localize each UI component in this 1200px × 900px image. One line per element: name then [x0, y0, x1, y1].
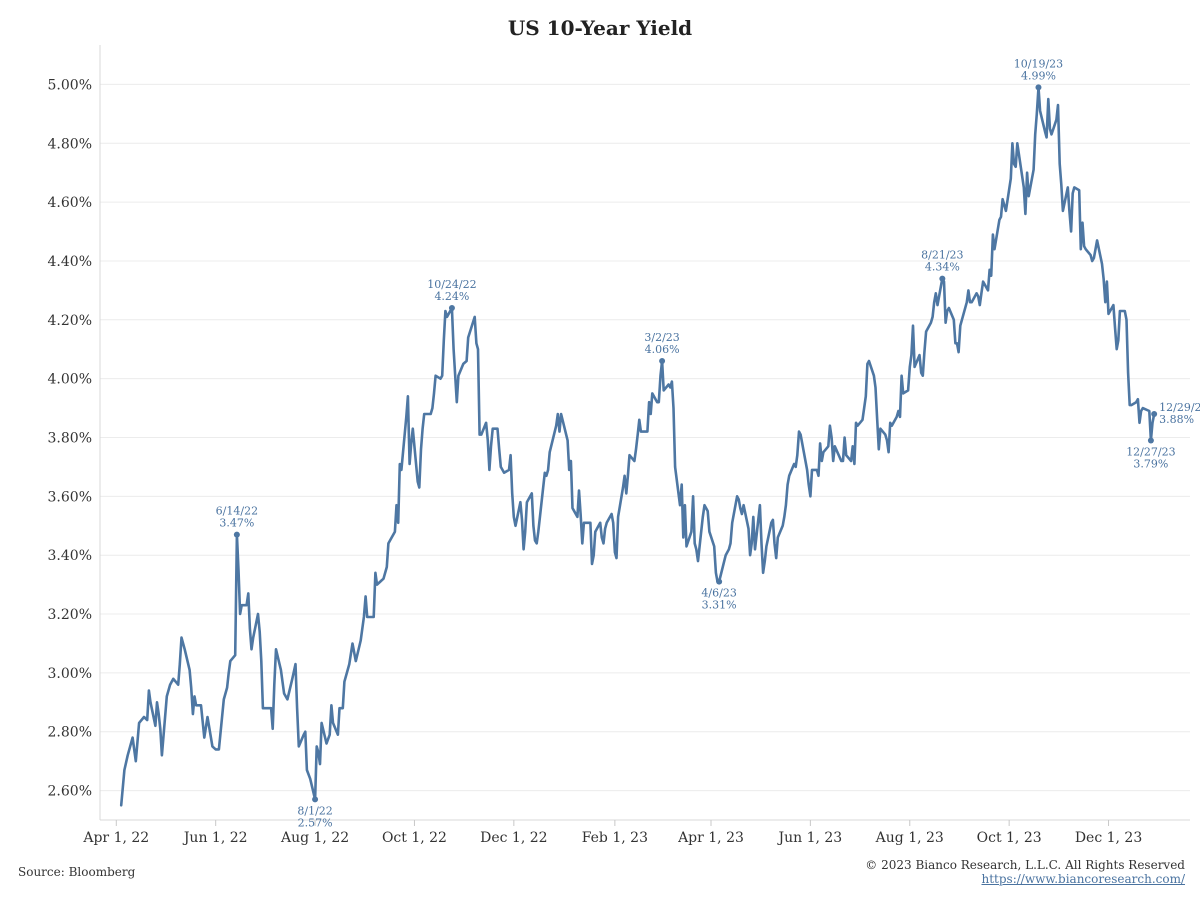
x-tick-label: Jun 1, 22 — [182, 830, 248, 846]
y-tick-label: 3.20% — [48, 607, 92, 623]
chart-title: US 10-Year Yield — [507, 16, 693, 40]
annotation-dot — [312, 796, 319, 803]
annotation-dot — [448, 305, 455, 312]
y-tick-label: 4.60% — [48, 195, 92, 211]
annotation-dot — [233, 531, 240, 538]
annotation-date: 10/24/22 — [427, 278, 476, 291]
annotation-value: 3.31% — [702, 599, 737, 612]
annotation-date: 12/29/23 — [1159, 401, 1200, 414]
x-tick-label: Oct 1, 22 — [382, 830, 447, 846]
yield-line — [119, 86, 1156, 807]
annotation-value: 4.06% — [645, 343, 680, 356]
series-lines — [119, 86, 1156, 807]
y-tick-label: 3.60% — [48, 489, 92, 505]
annotation-date: 4/6/23 — [701, 587, 736, 600]
y-tick-label: 3.80% — [48, 431, 92, 447]
annotation-dot — [659, 358, 666, 364]
annotation-value: 2.57% — [298, 816, 333, 829]
y-tick-label: 4.00% — [48, 372, 92, 388]
annotation-date: 6/14/22 — [216, 505, 258, 518]
x-tick-label: Apr 1, 23 — [677, 830, 744, 846]
annotation-date: 3/2/23 — [644, 331, 679, 344]
annotation-date: 12/27/23 — [1126, 445, 1175, 458]
x-tick-label: Apr 1, 22 — [82, 830, 149, 846]
annotations: 6/14/223.47% 8/1/222.57% 10/24/224.24% 3/2/… — [216, 57, 1200, 829]
y-tick-label: 3.00% — [48, 666, 92, 682]
axes — [99, 45, 1190, 826]
annotation-dot — [716, 578, 723, 585]
website-link[interactable]: https://www.biancoresearch.com/ — [981, 872, 1185, 886]
source-note: Source: Bloomberg — [18, 865, 136, 879]
x-tick-label: Feb 1, 23 — [582, 830, 648, 846]
y-axis-tick-labels: 2.60% 2.80% 3.00% 3.20% 3.40% 3.60% 3.80% 4.00%… — [48, 77, 92, 799]
y-tick-label: 3.40% — [48, 548, 92, 564]
y-tick-label: 4.20% — [48, 313, 92, 329]
x-tick-label: Aug 1, 23 — [875, 830, 944, 846]
y-tick-label: 4.40% — [48, 254, 92, 270]
annotation-value: 3.88% — [1159, 413, 1194, 426]
x-tick-label: Aug 1, 22 — [280, 830, 349, 846]
annotation-value: 4.99% — [1021, 69, 1056, 82]
annotation-dot — [939, 275, 946, 282]
x-tick-label: Jun 1, 23 — [777, 830, 843, 846]
y-tick-label: 2.80% — [48, 725, 92, 741]
annotation-dot — [1147, 437, 1154, 444]
annotation-date: 8/21/23 — [921, 249, 963, 262]
annotation-date: 8/1/22 — [297, 804, 332, 817]
copyright-note: © 2023 Bianco Research, L.L.C. All Right… — [865, 858, 1185, 872]
y-tick-label: 2.60% — [48, 784, 92, 800]
annotation-value: 3.79% — [1133, 457, 1168, 470]
x-tick-label: Dec 1, 23 — [1075, 830, 1142, 846]
annotation-value: 4.24% — [434, 290, 469, 303]
annotation-date: 10/19/23 — [1014, 57, 1063, 70]
annotation-value: 3.47% — [219, 517, 254, 530]
x-tick-label: Oct 1, 23 — [977, 830, 1042, 846]
x-axis-tick-labels: Apr 1, 22 Jun 1, 22 Aug 1, 22 Oct 1, 22 Dec … — [82, 830, 1142, 846]
y-tick-label: 4.80% — [48, 136, 92, 152]
annotation-value: 4.34% — [925, 261, 960, 274]
annotation-dot — [1035, 84, 1042, 91]
x-tick-label: Dec 1, 22 — [480, 830, 547, 846]
y-tick-label: 5.00% — [48, 77, 92, 93]
annotation-dot — [1151, 410, 1158, 417]
